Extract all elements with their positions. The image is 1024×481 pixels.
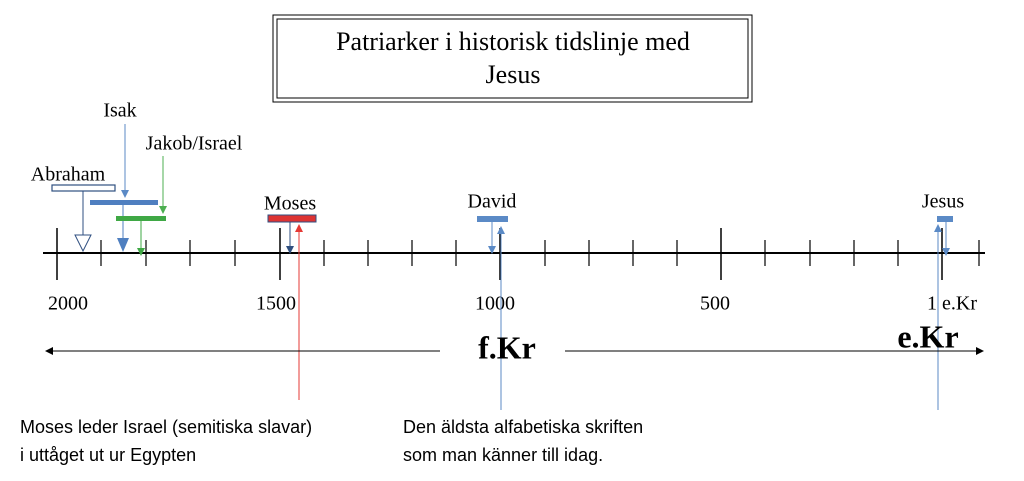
minor-ticks — [100, 240, 980, 266]
arrowhead — [74, 234, 92, 253]
person-label: Isak — [103, 100, 136, 122]
person-bar — [116, 216, 166, 221]
title-line: Jesus — [486, 60, 541, 89]
major-ticks — [56, 228, 943, 280]
title-box — [272, 14, 753, 103]
person-bar — [51, 184, 116, 192]
person-label: Abraham — [31, 164, 106, 186]
axis-label: 2000 — [48, 293, 88, 315]
arrowhead — [117, 238, 129, 252]
person-bar — [267, 214, 317, 223]
person-label: Jesus — [922, 191, 964, 213]
era-label: e.Kr — [897, 318, 958, 354]
axis-label: 1000 — [475, 293, 515, 315]
note-line: som man känner till idag. — [403, 445, 603, 465]
person-label: Moses — [264, 193, 316, 215]
era-label: f.Kr — [478, 329, 536, 365]
note-line: i uttåget ut ur Egypten — [20, 445, 196, 465]
note-line: Den äldsta alfabetiska skriften — [403, 417, 643, 437]
person-bar — [937, 216, 953, 222]
axis-label: 500 — [700, 293, 730, 315]
title-box-inner — [276, 18, 749, 99]
person-bar — [477, 216, 508, 222]
person-bar — [90, 200, 158, 205]
person-label: Jakob/Israel — [146, 133, 243, 155]
axis-label: 1500 — [256, 293, 296, 315]
axis-label: 1 e.Kr — [927, 293, 977, 315]
note-line: Moses leder Israel (semitiska slavar) — [20, 417, 312, 437]
title-line: Patriarker i historisk tidslinje med — [336, 27, 690, 56]
person-label: David — [468, 191, 517, 213]
